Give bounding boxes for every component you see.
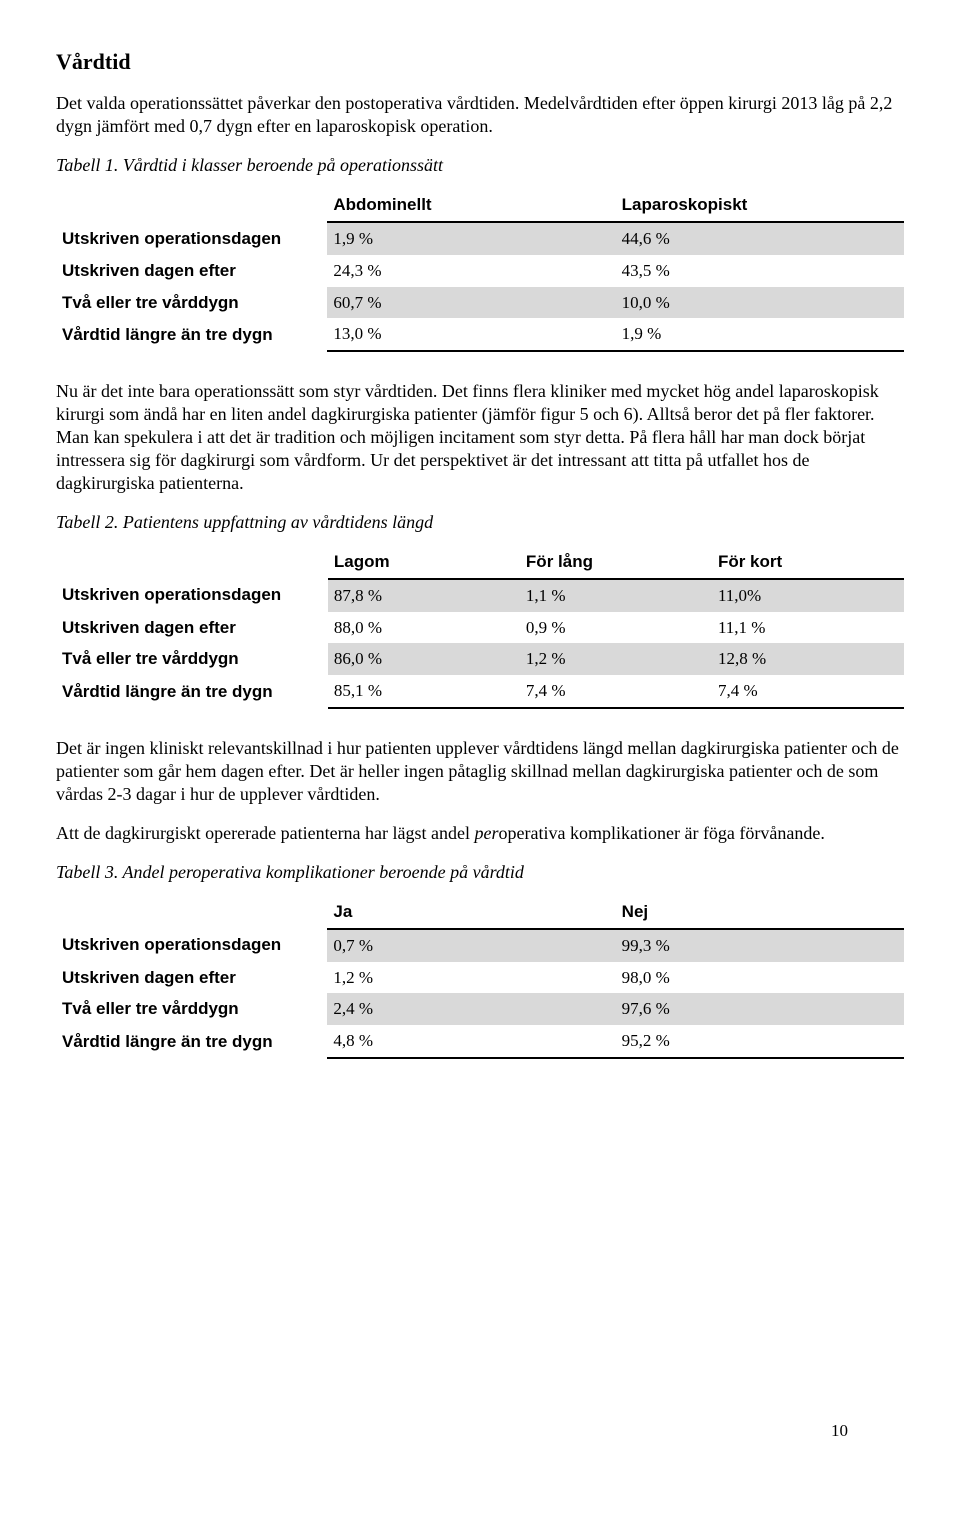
row-label: Vårdtid längre än tre dygn xyxy=(56,675,328,708)
paragraph-intro: Det valda operationssättet påverkar den … xyxy=(56,92,904,138)
table-row: Utskriven dagen efter 24,3 % 43,5 % xyxy=(56,255,904,287)
table1-caption: Tabell 1. Vårdtid i klasser beroende på … xyxy=(56,154,904,177)
row-label: Utskriven dagen efter xyxy=(56,255,327,287)
col-header xyxy=(56,896,327,929)
col-header: Abdominellt xyxy=(327,189,615,222)
cell: 98,0 % xyxy=(616,962,904,994)
table-patient-uppfattning: Lagom För lång För kort Utskriven operat… xyxy=(56,546,904,709)
cell: 13,0 % xyxy=(327,318,615,351)
cell: 10,0 % xyxy=(616,287,904,319)
cell: 24,3 % xyxy=(327,255,615,287)
paragraph-relevance: Det är ingen kliniskt relevantskillnad i… xyxy=(56,737,904,806)
italic-per: per xyxy=(475,823,499,843)
row-label: Utskriven operationsdagen xyxy=(56,929,327,962)
table-row: Två eller tre vårddygn 2,4 % 97,6 % xyxy=(56,993,904,1025)
cell: 7,4 % xyxy=(520,675,712,708)
cell: 11,0% xyxy=(712,579,904,612)
text-part: operativa komplikationer är föga förvåna… xyxy=(499,823,825,843)
col-header: För kort xyxy=(712,546,904,579)
row-label: Utskriven dagen efter xyxy=(56,612,328,644)
cell: 0,9 % xyxy=(520,612,712,644)
cell: 1,2 % xyxy=(327,962,615,994)
text-part: Att de dagkirurgiskt opererade patienter… xyxy=(56,823,475,843)
cell: 7,4 % xyxy=(712,675,904,708)
table2-caption: Tabell 2. Patientens uppfattning av vård… xyxy=(56,511,904,534)
cell: 60,7 % xyxy=(327,287,615,319)
table-row: Utskriven dagen efter 1,2 % 98,0 % xyxy=(56,962,904,994)
cell: 44,6 % xyxy=(616,222,904,255)
cell: 87,8 % xyxy=(328,579,520,612)
cell: 1,2 % xyxy=(520,643,712,675)
table-row: Två eller tre vårddygn 86,0 % 1,2 % 12,8… xyxy=(56,643,904,675)
cell: 95,2 % xyxy=(616,1025,904,1058)
table-peroperativa-komplikationer: Ja Nej Utskriven operationsdagen 0,7 % 9… xyxy=(56,896,904,1059)
table-row: Utskriven dagen efter 88,0 % 0,9 % 11,1 … xyxy=(56,612,904,644)
row-label: Utskriven operationsdagen xyxy=(56,222,327,255)
section-heading: Vårdtid xyxy=(56,48,904,76)
table-row: Två eller tre vårddygn 60,7 % 10,0 % xyxy=(56,287,904,319)
table-row: Vårdtid längre än tre dygn 4,8 % 95,2 % xyxy=(56,1025,904,1058)
cell: 12,8 % xyxy=(712,643,904,675)
table-row: Vårdtid längre än tre dygn 85,1 % 7,4 % … xyxy=(56,675,904,708)
table3-caption: Tabell 3. Andel peroperativa komplikatio… xyxy=(56,861,904,884)
col-header: Ja xyxy=(327,896,615,929)
cell: 97,6 % xyxy=(616,993,904,1025)
row-label: Två eller tre vårddygn xyxy=(56,993,327,1025)
cell: 1,9 % xyxy=(327,222,615,255)
row-label: Vårdtid längre än tre dygn xyxy=(56,1025,327,1058)
paragraph-discussion: Nu är det inte bara operationssätt som s… xyxy=(56,380,904,495)
row-label: Vårdtid längre än tre dygn xyxy=(56,318,327,351)
col-header xyxy=(56,189,327,222)
cell: 1,1 % xyxy=(520,579,712,612)
cell: 0,7 % xyxy=(327,929,615,962)
cell: 43,5 % xyxy=(616,255,904,287)
row-label: Utskriven dagen efter xyxy=(56,962,327,994)
col-header: Lagom xyxy=(328,546,520,579)
cell: 4,8 % xyxy=(327,1025,615,1058)
cell: 11,1 % xyxy=(712,612,904,644)
col-header: Nej xyxy=(616,896,904,929)
table-row: Utskriven operationsdagen 1,9 % 44,6 % xyxy=(56,222,904,255)
table-row: Utskriven operationsdagen 0,7 % 99,3 % xyxy=(56,929,904,962)
page-number: 10 xyxy=(831,1420,848,1442)
col-header: Laparoskopiskt xyxy=(616,189,904,222)
row-label: Utskriven operationsdagen xyxy=(56,579,328,612)
row-label: Två eller tre vårddygn xyxy=(56,287,327,319)
col-header xyxy=(56,546,328,579)
paragraph-complications: Att de dagkirurgiskt opererade patienter… xyxy=(56,822,904,845)
table-row: Utskriven operationsdagen 87,8 % 1,1 % 1… xyxy=(56,579,904,612)
cell: 85,1 % xyxy=(328,675,520,708)
col-header: För lång xyxy=(520,546,712,579)
table-row: Vårdtid längre än tre dygn 13,0 % 1,9 % xyxy=(56,318,904,351)
cell: 1,9 % xyxy=(616,318,904,351)
cell: 86,0 % xyxy=(328,643,520,675)
table-vardtid-klasser: Abdominellt Laparoskopiskt Utskriven ope… xyxy=(56,189,904,352)
row-label: Två eller tre vårddygn xyxy=(56,643,328,675)
cell: 99,3 % xyxy=(616,929,904,962)
cell: 88,0 % xyxy=(328,612,520,644)
cell: 2,4 % xyxy=(327,993,615,1025)
